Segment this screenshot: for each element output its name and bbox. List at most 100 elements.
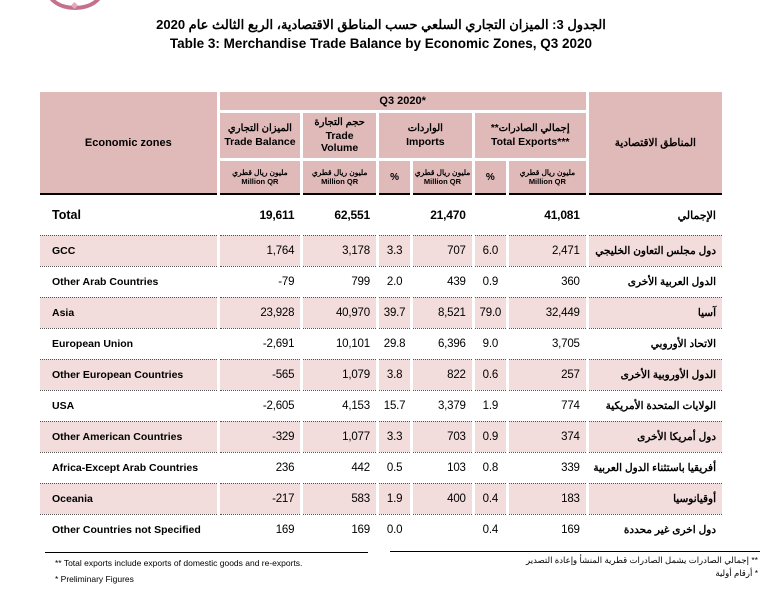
- exports-percent-value: 0.4: [474, 514, 506, 545]
- exports-value: 774: [508, 390, 586, 421]
- zone-name-en: Other Countries not Specified: [40, 514, 217, 545]
- imports-value: 400: [413, 483, 472, 514]
- imports-value: 6,396: [413, 328, 472, 359]
- imports-percent-value: 3.3: [378, 421, 411, 452]
- trade-volume-label-en: Trade Volume: [321, 129, 359, 154]
- zone-name-ar: الاتحاد الأوروبي: [588, 328, 722, 359]
- zone-name-ar: دول أمريكا الأخرى: [588, 421, 722, 452]
- imports-percent-value: 1.9: [378, 483, 411, 514]
- zone-name-ar: الولايات المتحدة الأمريكية: [588, 390, 722, 421]
- trade-balance-value: 236: [219, 452, 301, 483]
- exports-value: 2,471: [508, 235, 586, 266]
- imports-percent-value: 15.7: [378, 390, 411, 421]
- exports-percent-value: 6.0: [474, 235, 506, 266]
- title-block: الجدول 3: الميزان التجاري السلعي حسب الم…: [0, 17, 762, 51]
- table-row-other-european-countries: Other European Countries -565 1,079 3.8 …: [40, 359, 722, 390]
- zone-name-ar: دول مجلس التعاون الخليجي: [588, 235, 722, 266]
- trade-balance-value: -329: [219, 421, 301, 452]
- imports-percent-value: 2.0: [378, 266, 411, 297]
- footnote-preliminary-en: * Preliminary Figures: [55, 574, 134, 584]
- trade-balance-value: -217: [219, 483, 301, 514]
- trade-balance-value: 23,928: [219, 297, 301, 328]
- exports-unit: مليون ريال قطري Million QR: [508, 161, 586, 195]
- exports-percent-value: 9.0: [474, 328, 506, 359]
- total-row: Total 19,611 62,551 21,470 41,081 الإجما…: [40, 195, 722, 235]
- trade-balance-value: -2,605: [219, 390, 301, 421]
- table-row-other-american-countries: Other American Countries -329 1,077 3.3 …: [40, 421, 722, 452]
- total-exports-column-header: إجمالي الصادرات** Total Exports***: [474, 113, 586, 161]
- imports-percent-value: 39.7: [378, 297, 411, 328]
- exports-value: 374: [508, 421, 586, 452]
- zone-name-ar: الدول الأوروبية الأخرى: [588, 359, 722, 390]
- imports-value: [413, 514, 472, 545]
- trade-balance-label-en: Trade Balance: [224, 135, 296, 148]
- trade-balance-value: 169: [219, 514, 301, 545]
- zone-name-en: Total: [40, 195, 217, 235]
- zone-name-en: Other Arab Countries: [40, 266, 217, 297]
- trade-volume-value: 583: [303, 483, 376, 514]
- table-row-other-countries-not-specified: Other Countries not Specified 169 169 0.…: [40, 514, 722, 545]
- exports-value: 183: [508, 483, 586, 514]
- table-row-other-arab-countries: Other Arab Countries -79 799 2.0 439 0.9…: [40, 266, 722, 297]
- trade-volume-value: 1,079: [303, 359, 376, 390]
- imports-value: 822: [413, 359, 472, 390]
- exports-percent-value: 0.9: [474, 266, 506, 297]
- imports-value: 707: [413, 235, 472, 266]
- economic-zones-header-ar: المناطق الاقتصادية: [588, 92, 722, 195]
- zone-name-en: Other American Countries: [40, 421, 217, 452]
- total-exports-label-ar: إجمالي الصادرات**: [490, 123, 570, 135]
- imports-value: 21,470: [413, 195, 472, 235]
- imports-percent-unit: %: [378, 161, 411, 195]
- imports-value: 703: [413, 421, 472, 452]
- zone-name-en: Asia: [40, 297, 217, 328]
- footnote-divider-left: [45, 552, 368, 553]
- trade-volume-value: 10,101: [303, 328, 376, 359]
- imports-percent-value: 0.5: [378, 452, 411, 483]
- period-header: Q3 2020*: [219, 92, 586, 113]
- zone-name-ar: الدول العربية الأخرى: [588, 266, 722, 297]
- imports-label-ar: الواردات: [407, 123, 443, 135]
- trade-balance-unit: مليون ريال قطري Million QR: [219, 161, 301, 195]
- imports-unit: مليون ريال قطري Million QR: [413, 161, 472, 195]
- imports-value: 8,521: [413, 297, 472, 328]
- imports-percent-value: [378, 195, 411, 235]
- footnote-exports-ar: ** إجمالي الصادرات يشمل الصادرات قطرية ا…: [526, 555, 758, 565]
- zone-name-en: Oceania: [40, 483, 217, 514]
- imports-percent-value: 3.3: [378, 235, 411, 266]
- trade-balance-value: 19,611: [219, 195, 301, 235]
- zone-name-en: USA: [40, 390, 217, 421]
- exports-percent-value: 1.9: [474, 390, 506, 421]
- trade-volume-value: 4,153: [303, 390, 376, 421]
- trade-volume-value: 799: [303, 266, 376, 297]
- trade-balance-value: -565: [219, 359, 301, 390]
- exports-percent-value: [474, 195, 506, 235]
- trade-volume-value: 1,077: [303, 421, 376, 452]
- table-row-oceania: Oceania -217 583 1.9 400 0.4 183 أوقيانو…: [40, 483, 722, 514]
- exports-value: 360: [508, 266, 586, 297]
- zone-name-ar: آسيا: [588, 297, 722, 328]
- table-row-usa: USA -2,605 4,153 15.7 3,379 1.9 774 الول…: [40, 390, 722, 421]
- exports-value: 339: [508, 452, 586, 483]
- imports-percent-value: 0.0: [378, 514, 411, 545]
- trade-volume-value: 169: [303, 514, 376, 545]
- exports-value: 3,705: [508, 328, 586, 359]
- table-title-arabic: الجدول 3: الميزان التجاري السلعي حسب الم…: [156, 17, 606, 32]
- economic-zones-header-en: Economic zones: [40, 92, 217, 195]
- exports-value: 257: [508, 359, 586, 390]
- exports-percent-value: 0.6: [474, 359, 506, 390]
- trade-volume-value: 442: [303, 452, 376, 483]
- exports-value: 169: [508, 514, 586, 545]
- footnote-divider-right: [390, 551, 760, 552]
- imports-value: 3,379: [413, 390, 472, 421]
- trade-volume-unit: مليون ريال قطري Million QR: [303, 161, 376, 195]
- footnote-exports-en: ** Total exports include exports of dome…: [55, 558, 303, 568]
- imports-value: 103: [413, 452, 472, 483]
- table-row-gcc: GCC 1,764 3,178 3.3 707 6.0 2,471 دول مج…: [40, 235, 722, 266]
- exports-percent-value: 0.8: [474, 452, 506, 483]
- imports-percent-value: 3.8: [378, 359, 411, 390]
- total-exports-label-en: Total Exports***: [490, 135, 570, 148]
- table-title-english: Table 3: Merchandise Trade Balance by Ec…: [169, 35, 593, 51]
- trade-balance-value: -2,691: [219, 328, 301, 359]
- zone-name-ar: الإجمالي: [588, 195, 722, 235]
- table-row-africa-except-arab: Africa-Except Arab Countries 236 442 0.5…: [40, 452, 722, 483]
